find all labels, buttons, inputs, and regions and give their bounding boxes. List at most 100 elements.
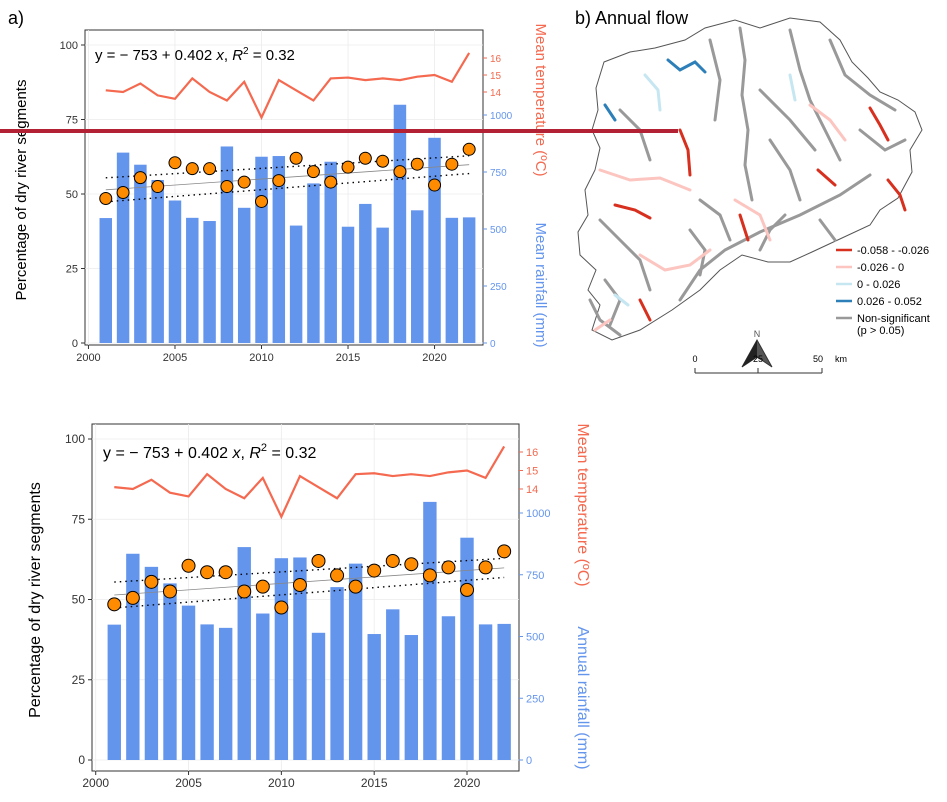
y-tick-label: 100 — [60, 40, 78, 52]
temperature-line — [105, 52, 471, 121]
y-tick-label: 100 — [65, 432, 85, 446]
y-tick-label: 75 — [72, 512, 86, 526]
rainfall-bar — [168, 200, 182, 343]
y-tick-label: 0 — [78, 753, 85, 767]
dry-percentage-point — [462, 142, 476, 156]
dry-percentage-point — [107, 597, 122, 612]
dry-percentage-point — [330, 568, 345, 583]
dry-percentage-point — [367, 563, 382, 578]
scale-label-50: 50 — [813, 354, 823, 364]
temp-tick-label: 16 — [490, 54, 502, 65]
dry-percentage-point — [168, 156, 182, 170]
panel-b-label: b) Annual flow — [575, 8, 689, 28]
rainfall-bar — [441, 616, 456, 760]
equation-label: y = − 753 + 0.402 x, R2 = 0.32 — [103, 442, 316, 462]
y-axis-title-left: Percentage of dry river segments — [13, 80, 30, 301]
y-tick-label: 0 — [72, 338, 78, 350]
north-arrow-icon: N — [741, 329, 773, 368]
legend-label: (p > 0.05) — [857, 325, 904, 337]
trend-line — [105, 164, 470, 191]
rainfall-bar — [144, 566, 159, 760]
rainfall-bar — [311, 632, 326, 760]
rainfall-bar — [237, 547, 251, 760]
y-tick-label: 50 — [72, 593, 86, 607]
temp-tick-label: 15 — [526, 466, 538, 478]
x-tick-label: 2010 — [268, 776, 295, 790]
dry-percentage-point — [133, 171, 147, 185]
x-tick-label: 2010 — [249, 352, 273, 364]
rainfall-bar — [220, 146, 234, 343]
scale-bar: 0 25 50 km — [692, 354, 847, 374]
confidence-upper — [105, 155, 470, 179]
rainfall-bar — [151, 179, 164, 343]
dry-percentage-point — [441, 560, 456, 575]
rain-tick-label: 500 — [490, 225, 507, 236]
rainfall-bar — [293, 557, 307, 760]
dry-percentage-point — [422, 568, 437, 583]
panel-a-label: a) — [8, 8, 24, 28]
dry-percentage-point — [218, 565, 233, 580]
rain-tick-label: 1000 — [490, 111, 513, 122]
rainfall-bar — [386, 609, 400, 760]
x-tick-label: 2020 — [454, 776, 481, 790]
rainfall-bar — [163, 583, 177, 760]
dry-percentage-point — [358, 151, 372, 165]
rainfall-bar — [99, 218, 112, 343]
rain-tick-label: 750 — [526, 570, 544, 582]
dry-percentage-point — [324, 175, 338, 189]
rainfall-bar — [367, 634, 381, 760]
dry-percentage-point — [181, 558, 196, 573]
dry-percentage-point — [237, 175, 251, 189]
temp-tick-label: 15 — [490, 71, 502, 82]
rainfall-bar — [428, 137, 441, 343]
rain-tick-label: 1000 — [526, 508, 550, 520]
y-axis-title-rainfall: Annual rainfall (mm) — [574, 626, 591, 769]
rainfall-bar — [116, 152, 130, 343]
x-tick-label: 2005 — [175, 776, 202, 790]
scale-label-0: 0 — [692, 354, 697, 364]
dry-percentage-point — [348, 579, 363, 594]
dry-percentage-point — [99, 191, 113, 205]
temp-tick-label: 16 — [526, 447, 538, 459]
rain-tick-label: 0 — [526, 755, 532, 767]
rainfall-bar — [330, 587, 344, 760]
dry-percentage-point — [393, 165, 407, 179]
dry-percentage-point — [274, 600, 289, 615]
confidence-lower — [114, 576, 505, 609]
rainfall-bar — [218, 627, 233, 760]
rainfall-bar — [107, 624, 121, 760]
rain-tick-label: 250 — [490, 282, 507, 293]
rainfall-bar — [497, 623, 511, 760]
dry-percentage-point — [341, 160, 355, 174]
x-tick-label: 2015 — [361, 776, 388, 790]
y-axis-title-temperature: Mean temperature (ºC) — [574, 423, 591, 586]
basin-outline — [577, 17, 923, 341]
rain-tick-label: 0 — [490, 339, 496, 350]
y-axis-title-rainfall: Mean rainfall (mm) — [532, 222, 549, 347]
equation-label: y = − 753 + 0.402 x, R2 = 0.32 — [95, 46, 295, 64]
dry-percentage-point — [306, 165, 320, 179]
rainfall-bar — [376, 227, 389, 343]
y-axis-title-temperature: Mean temperature (ºC) — [532, 23, 549, 176]
dry-percentage-point — [445, 157, 459, 171]
dry-percentage-point — [410, 157, 424, 171]
legend-label: Non-significant — [857, 313, 930, 325]
temp-tick-label: 14 — [526, 484, 538, 496]
rainfall-bar — [181, 605, 196, 760]
rainfall-bar — [203, 221, 216, 343]
dry-percentage-point — [151, 180, 165, 194]
rainfall-bar — [348, 563, 363, 760]
x-tick-label: 2000 — [82, 776, 109, 790]
dry-percentage-point — [255, 194, 269, 208]
rainfall-bar — [411, 210, 424, 343]
temperature-line — [114, 445, 506, 520]
rain-tick-label: 250 — [526, 693, 544, 705]
x-tick-label: 2020 — [422, 352, 446, 364]
map-legend: -0.058 - -0.026 -0.026 - 0 0 - 0.026 0.026 … — [836, 245, 930, 337]
legend-label: -0.026 - 0 — [857, 262, 904, 274]
dry-percentage-point — [428, 178, 442, 192]
decreasing-rivers-light — [593, 103, 847, 332]
rainfall-bar — [478, 624, 493, 760]
rainfall-bar — [359, 203, 372, 343]
rainfall-bar — [289, 225, 303, 343]
